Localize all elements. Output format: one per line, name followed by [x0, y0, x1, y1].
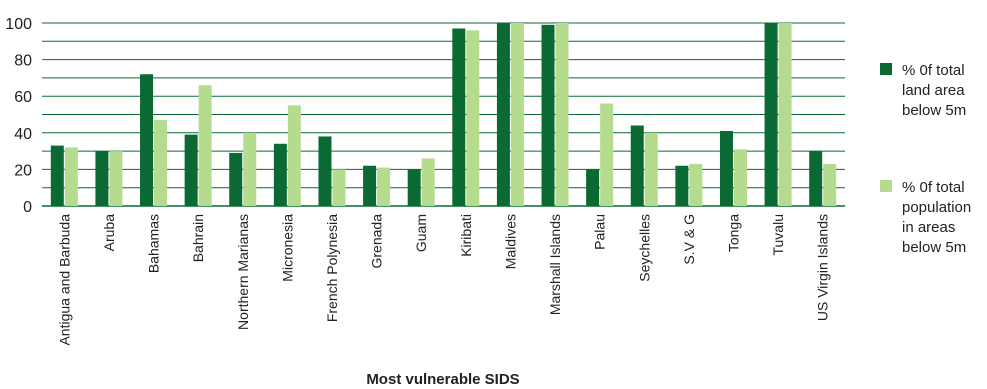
bar — [50, 145, 64, 206]
bar — [243, 132, 257, 206]
bar — [630, 125, 644, 206]
bar — [363, 165, 377, 206]
bar — [675, 165, 689, 206]
legend-swatch-population — [880, 180, 892, 192]
x-tick-label: Maldives — [502, 214, 518, 269]
bar — [600, 103, 614, 206]
bar — [421, 158, 435, 206]
x-axis-ticks: Antigua and Barbuda Aruba Bahamas Bahrain No… — [56, 214, 830, 346]
bar — [510, 23, 524, 206]
bar — [809, 151, 823, 206]
x-tick-label: Palau — [592, 214, 608, 250]
x-tick-label: Guam — [413, 214, 429, 252]
x-tick-label: Marshall Islands — [547, 214, 563, 315]
bar — [719, 130, 733, 206]
x-tick-label: Bahamas — [146, 214, 162, 273]
bar — [229, 152, 243, 206]
y-tick-label: 0 — [23, 199, 32, 216]
x-tick-label: S.V & G — [681, 214, 697, 265]
x-tick-label: French Polynesia — [324, 214, 340, 322]
bar — [541, 24, 555, 206]
x-tick-label: Antigua and Barbuda — [56, 214, 72, 346]
y-tick-label: 100 — [5, 16, 32, 33]
bar — [184, 134, 198, 206]
bar — [273, 143, 287, 206]
bar — [407, 169, 421, 206]
gridlines — [42, 22, 845, 207]
bar — [332, 169, 346, 206]
bar — [154, 119, 168, 206]
bar — [778, 23, 792, 206]
bar — [764, 23, 778, 206]
y-tick-label: 40 — [14, 126, 32, 143]
x-tick-label: Aruba — [101, 214, 117, 252]
x-tick-label: US Virgin Islands — [815, 214, 831, 321]
bar — [287, 105, 301, 206]
x-tick-label: Northern Marianas — [235, 214, 251, 330]
legend-label-land-area: % 0f total land area below 5m — [902, 62, 967, 119]
bar — [555, 23, 569, 206]
bar — [586, 169, 600, 206]
y-tick-label: 80 — [14, 53, 32, 70]
bar — [466, 30, 480, 206]
x-tick-label: Seychelles — [636, 214, 652, 282]
x-tick-label: Bahrain — [190, 214, 206, 262]
bars — [50, 23, 837, 207]
bar — [64, 147, 78, 206]
bar — [689, 163, 703, 206]
x-axis-title: Most vulnerable SIDS — [366, 371, 519, 388]
x-tick-label: Grenada — [369, 214, 385, 269]
bar — [733, 149, 747, 206]
bar — [198, 85, 212, 206]
bar — [318, 136, 332, 206]
bar — [496, 23, 510, 206]
x-tick-label: Tonga — [725, 214, 741, 252]
bar — [109, 151, 123, 206]
legend-label-population: % 0f total population in areas below 5m — [902, 179, 972, 256]
legend-swatch-land-area — [880, 63, 892, 75]
x-tick-label: Tuvalu — [770, 214, 786, 256]
bar — [377, 167, 391, 206]
x-tick-label: Micronesia — [279, 214, 295, 282]
bar — [823, 163, 837, 206]
bar — [644, 132, 658, 206]
y-tick-label: 60 — [14, 89, 32, 106]
y-axis-ticks: 0 20 40 60 80 100 — [5, 16, 32, 216]
x-tick-label: Kiribati — [458, 214, 474, 257]
bar — [452, 28, 466, 206]
bar — [140, 74, 154, 207]
y-tick-label: 20 — [14, 162, 32, 179]
bar — [95, 151, 109, 206]
